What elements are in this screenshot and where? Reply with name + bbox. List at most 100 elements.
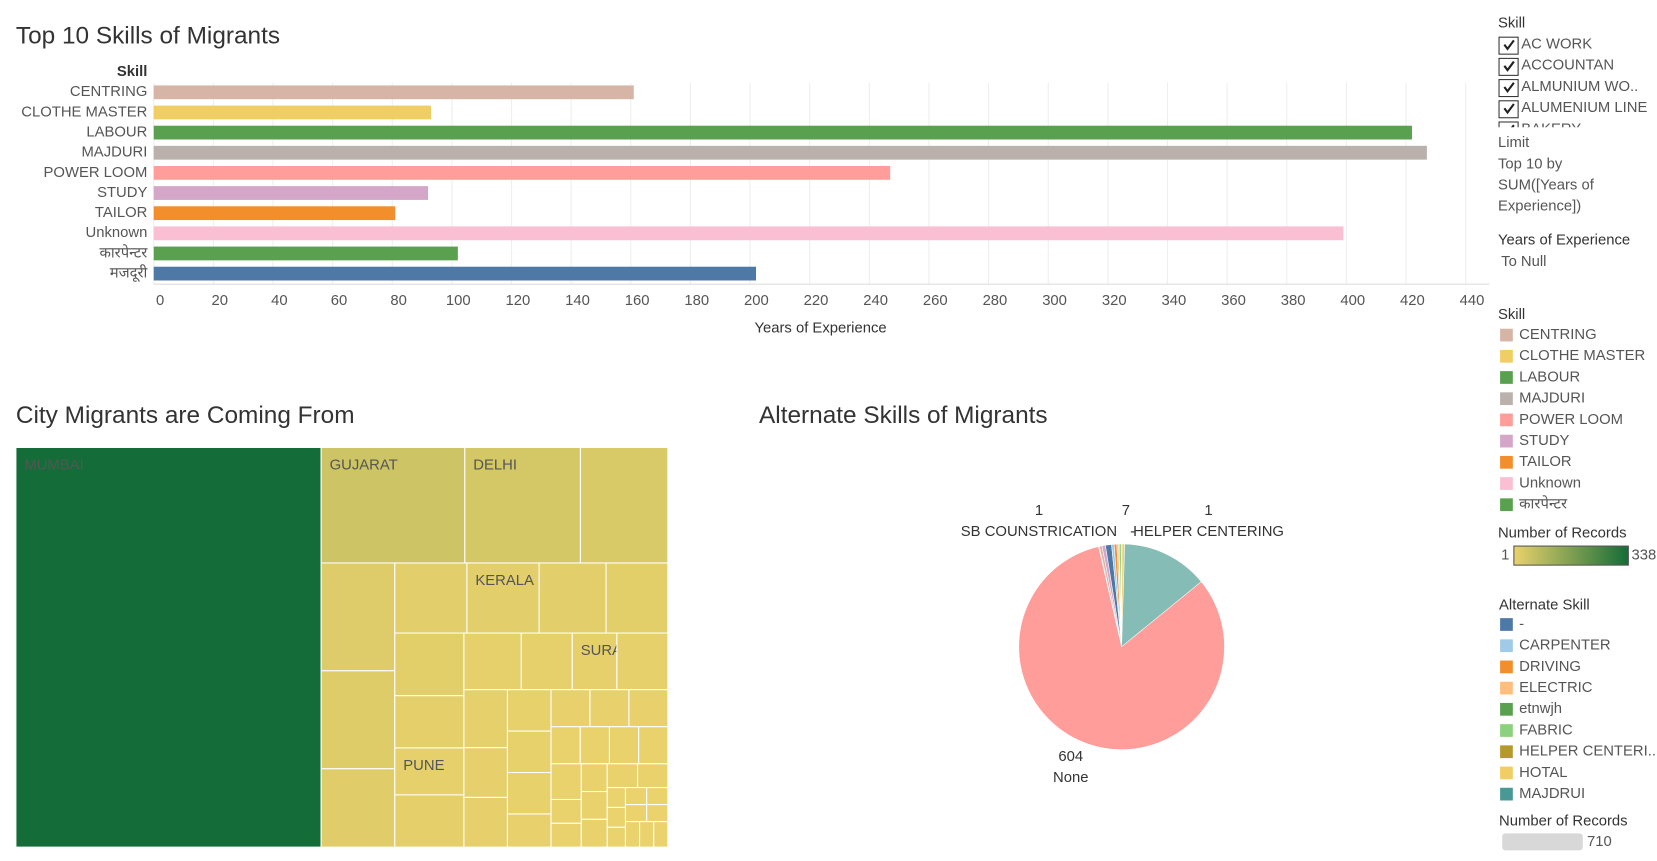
treemap-label: DELHI [473,457,517,473]
filter-option[interactable]: ACCOUNTAN [1521,58,1614,74]
checkmark [1503,39,1515,51]
chart-title: Alternate Skills of Migrants [759,402,1048,429]
y-tick-label: मजदूरी [110,264,149,283]
legend-swatch [1500,787,1513,801]
limit-text: Experience]) [1498,199,1581,215]
x-tick-label: 80 [390,293,407,309]
legend-label: MAJDRUI [1519,786,1585,802]
pie-category-label: None [1053,770,1088,786]
legend-label: HELPER CENTERI.. [1519,744,1656,760]
legend-swatch [1500,455,1513,469]
legend-label: कारपेन्टर [1519,495,1568,513]
pie-value-label: 1 [1035,503,1043,519]
treemap-cell [394,695,465,749]
x-tick-label: 280 [983,293,1008,309]
legend-label: MAJDURI [1519,391,1585,407]
checkmark [1503,82,1515,94]
x-tick-label: 420 [1400,293,1425,309]
treemap-cell [624,821,641,848]
pie-category-label: - [1130,524,1135,540]
treemap-label: KERALA [475,573,534,589]
bar [153,246,458,261]
treemap-cell [606,763,639,789]
treemap-cell [638,726,669,765]
x-tick-label: 440 [1460,293,1485,309]
treemap-cell [394,794,465,848]
y-tick-label: CENTRING [70,84,147,100]
treemap-cell [550,763,582,801]
legend-label: CLOTHE MASTER [1519,348,1645,364]
treemap-cell [605,562,669,634]
chart-title: City Migrants are Coming From [16,402,355,429]
filter-title: Years of Experience [1498,233,1630,249]
size-bar [1502,833,1583,851]
treemap-cell [463,796,508,848]
bar [153,145,1427,160]
legend-swatch [1500,724,1513,737]
treemap-cell [550,798,582,824]
legend-label: STUDY [1519,433,1569,449]
filter-option[interactable]: AC WORK [1521,37,1592,53]
bar [153,226,1344,241]
pie-slice [1018,546,1225,750]
chart-title: Top 10 Skills of Migrants [16,23,280,50]
filter-option[interactable]: BAKERY [1521,121,1581,137]
legend-label: etnwjh [1519,701,1562,717]
x-tick-label: 140 [565,293,590,309]
treemap-cell [606,806,626,828]
treemap-cell [463,747,508,798]
legend-swatch [1500,766,1513,780]
bar [153,206,396,221]
treemap-cell [580,763,608,793]
legend-label: - [1519,616,1524,632]
skill-filter-list: AC WORK ACCOUNTAN ALMUNIUM WO.. ALUMENIUM L… [1498,37,1647,139]
legend-swatch [1500,371,1513,384]
legend-swatch [1500,639,1513,653]
x-tick-label: 60 [331,293,348,309]
treemap-cell [506,689,552,732]
filter-value[interactable]: To Null [1501,254,1546,270]
filter-option[interactable]: ALMUNIUM WO.. [1521,79,1638,95]
treemap-label: MUMBAI [24,457,83,473]
filter-title: Skill [1498,15,1525,31]
x-tick-label: 180 [684,293,709,309]
pie-value-label: 7 [1122,503,1130,519]
checkmark [1503,103,1515,115]
legend-max: 338 [1632,548,1657,564]
treemap-cell [653,821,669,848]
limit-text: Top 10 by [1498,156,1563,172]
legend-label: CENTRING [1519,327,1596,343]
legend-max: 710 [1587,834,1612,850]
treemap-cell [394,632,465,697]
treemap-cell [550,726,581,765]
legend-title: Skill [1498,307,1525,323]
legend-label: Unknown [1519,475,1581,491]
pie-category-label: HELPER CENTERING [1133,524,1284,540]
treemap-cell [506,730,552,774]
treemap-cell [538,562,607,634]
x-tick-label: 100 [446,293,471,309]
pie-value-label: 1 [1204,503,1212,519]
legend-swatch [1500,498,1513,512]
legend-title: Alternate Skill [1499,597,1590,613]
legend-label: DRIVING [1519,659,1581,675]
treemap-cell [624,804,648,823]
treemap-cell [628,689,669,728]
filter-option[interactable]: ALUMENIUM LINE [1521,100,1647,116]
treemap-cell [506,772,552,815]
legend-swatch [1500,434,1513,448]
legend-label: FABRIC [1519,722,1573,738]
x-tick-label: 320 [1102,293,1127,309]
checkbox[interactable] [1498,121,1519,139]
x-tick-label: 380 [1281,293,1306,309]
treemap-cell [466,562,540,634]
x-tick-label: 220 [804,293,829,309]
treemap-cell [15,446,322,848]
x-tick-label: 340 [1161,293,1186,309]
treemap-cell [320,768,396,848]
y-tick-label: CLOTHE MASTER [21,104,147,120]
legend-label: ELECTRIC [1519,680,1593,696]
treemap-cell [579,446,669,564]
legend-swatch [1500,413,1513,427]
